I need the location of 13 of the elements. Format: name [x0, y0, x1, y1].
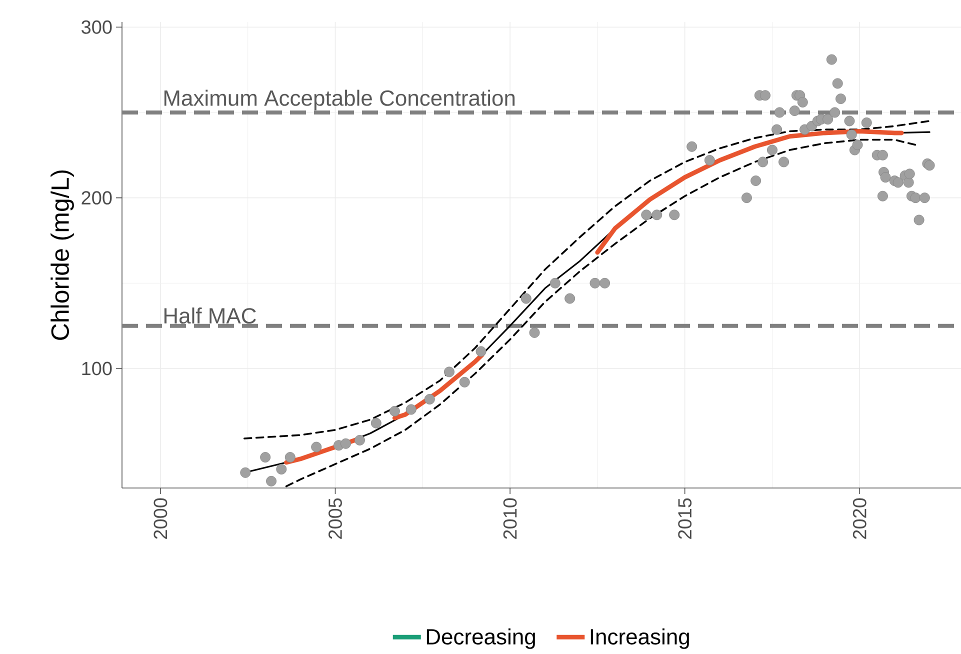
y-tick-label: 100 [82, 362, 112, 376]
x-tick-label: 2010 [503, 498, 517, 539]
ref-line-label: Maximum Acceptable Concentration [164, 90, 515, 110]
y-tick-label: 300 [82, 20, 112, 34]
x-tick-label: 2015 [678, 498, 692, 539]
legend-label: Increasing [590, 628, 689, 649]
ref-line-label: Half MAC [164, 307, 256, 324]
y-tick-label: 200 [82, 191, 112, 205]
x-tick-label: 2005 [328, 498, 342, 539]
y-axis-title: Chloride (mg/L) [50, 170, 74, 340]
x-tick-label: 2020 [852, 498, 866, 539]
x-tick-label: 2000 [154, 498, 168, 539]
legend-label: Decreasing [426, 628, 535, 649]
